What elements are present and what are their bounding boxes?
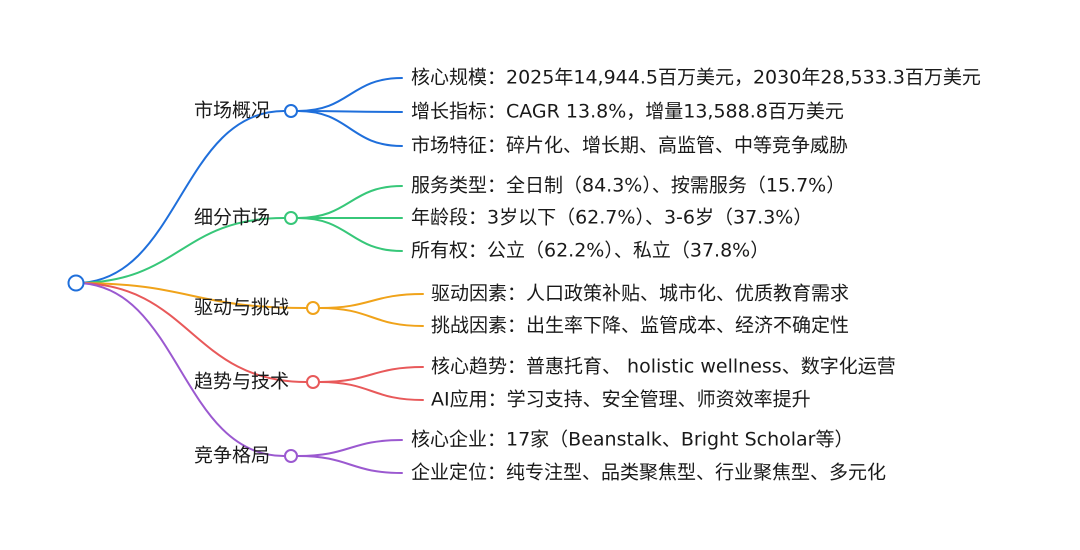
leaf-label: 企业定位：纯专注型、品类聚焦型、行业聚焦型、多元化 <box>411 461 887 484</box>
leaf-label: 核心规模：2025年14,944.5百万美元，2030年28,533.3百万美元 <box>411 66 981 89</box>
leaf-label: 核心企业：17家（Beanstalk、Bright Scholar等） <box>411 428 854 451</box>
branch-node-circle <box>306 375 320 389</box>
leaf-label: 驱动因素：人口政策补贴、城市化、优质教育需求 <box>431 282 850 305</box>
leaf-label: AI应用：学习支持、安全管理、师资效率提升 <box>431 388 811 411</box>
edge-branch-to-leaf <box>297 77 403 112</box>
edge-branch-to-leaf <box>319 366 424 383</box>
leaf-label: 所有权：公立（62.2%）、私立（37.8%） <box>411 239 770 262</box>
branch-node-circle <box>284 449 298 463</box>
edge-branch-to-leaf <box>297 110 403 113</box>
leaf-label: 挑战因素：出生率下降、监管成本、经济不确定性 <box>431 314 850 337</box>
edge-branch-to-leaf <box>297 455 403 474</box>
leaf-label: 年龄段：3岁以下（62.7%）、3-6岁（37.3%） <box>411 206 813 229</box>
branch-label: 市场概况 <box>194 99 271 122</box>
leaf-label: 核心趋势：普惠托育、 holistic wellness、数字化运营 <box>431 355 896 378</box>
leaf-label: 服务类型：全日制（84.3%）、按需服务（15.7%） <box>411 174 846 197</box>
edge-branch-to-leaf <box>319 307 424 327</box>
branch-node-circle <box>284 211 298 225</box>
edge-root-to-branch <box>75 282 285 457</box>
branch-label: 趋势与技术 <box>194 370 290 393</box>
edge-branch-to-leaf <box>297 185 403 219</box>
branch-node-circle <box>306 301 320 315</box>
branch-label: 细分市场 <box>194 206 271 229</box>
root-node-circle <box>67 274 85 292</box>
leaf-label: 增长指标：CAGR 13.8%，增量13,588.8百万美元 <box>411 100 844 123</box>
branch-node-circle <box>284 104 298 118</box>
branch-label: 竞争格局 <box>194 444 271 467</box>
edge-root-to-branch <box>75 110 285 284</box>
edge-branch-to-leaf <box>319 381 424 401</box>
edge-branch-to-leaf <box>297 110 403 147</box>
edge-branch-to-leaf <box>297 217 403 252</box>
branch-label: 驱动与挑战 <box>194 296 290 319</box>
edge-root-to-branch <box>75 217 285 284</box>
edge-branch-to-leaf <box>297 439 403 457</box>
edge-branch-to-leaf <box>319 293 424 309</box>
edge-root-to-branch <box>75 282 307 309</box>
leaf-label: 市场特征：碎片化、增长期、高监管、中等竞争威胁 <box>411 134 849 157</box>
edge-root-to-branch <box>75 282 307 383</box>
